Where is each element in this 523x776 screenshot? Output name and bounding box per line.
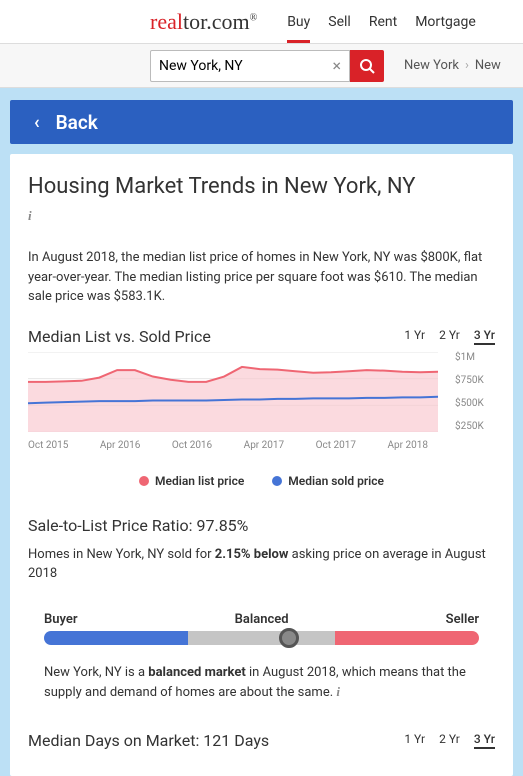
logo[interactable]: realtor.com® [150, 9, 257, 35]
top-bar: realtor.com® Buy Sell Rent Mortgage [0, 0, 523, 44]
logo-pre: real [150, 9, 183, 34]
market-text: New York, NY is a balanced market in Aug… [44, 663, 479, 703]
chart-header: Median List vs. Sold Price 1 Yr 2 Yr 3 Y… [28, 327, 495, 346]
gauge-buyer-seg [44, 631, 188, 645]
ratio-title: Sale-to-List Price Ratio: 97.85% [28, 516, 495, 535]
days-range-3yr[interactable]: 3 Yr [474, 732, 495, 749]
search-button[interactable] [350, 50, 384, 82]
x-apr18: Apr 2018 [388, 440, 429, 451]
days-range-tabs: 1 Yr 2 Yr 3 Yr [404, 732, 495, 749]
gauge-buyer-label: Buyer [44, 612, 78, 627]
info-icon[interactable]: i [336, 682, 340, 702]
chevron-right-icon: › [465, 58, 469, 73]
legend-list-label: Median list price [155, 474, 244, 488]
gauge-seller-label: Seller [446, 612, 479, 627]
market-pre: New York, NY is a [44, 665, 148, 680]
chart-y-axis: $1M $750K $500K $250K [455, 352, 495, 432]
gauge [44, 631, 479, 645]
market-bold: balanced market [148, 665, 246, 680]
x-oct15: Oct 2015 [28, 440, 68, 451]
range-1yr[interactable]: 1 Yr [404, 328, 425, 345]
range-2yr[interactable]: 2 Yr [439, 328, 460, 345]
gauge-balanced-label: Balanced [235, 612, 289, 627]
chevron-left-icon: ‹ [34, 112, 40, 133]
days-range-1yr[interactable]: 1 Yr [404, 732, 425, 749]
legend-sold: Median sold price [272, 474, 384, 488]
y-750k: $750K [455, 375, 495, 386]
search-input[interactable]: New York, NY × [150, 50, 350, 82]
chart-range-tabs: 1 Yr 2 Yr 3 Yr [404, 328, 495, 345]
crumb-b[interactable]: New [475, 58, 501, 73]
dot-sold-icon [272, 476, 282, 486]
days-title: Median Days on Market: 121 Days [28, 731, 269, 750]
chart-svg [28, 352, 438, 432]
x-oct17: Oct 2017 [316, 440, 356, 451]
chart-title: Median List vs. Sold Price [28, 327, 211, 346]
logo-sup: ® [250, 12, 258, 23]
gauge-seller-seg [335, 631, 479, 645]
y-1m: $1M [455, 352, 495, 363]
main-card: Housing Market Trends in New York, NY i … [10, 154, 513, 776]
gauge-labels: Buyer Balanced Seller [44, 612, 479, 627]
top-nav: Buy Sell Rent Mortgage [287, 14, 476, 30]
y-250k: $250K [455, 421, 495, 432]
back-label: Back [56, 111, 98, 134]
search-icon [359, 58, 375, 74]
clear-icon[interactable]: × [332, 56, 341, 75]
back-bar[interactable]: ‹ Back [10, 100, 513, 144]
page-title: Housing Market Trends in New York, NY [28, 174, 495, 199]
x-apr16: Apr 2016 [100, 440, 141, 451]
chart-legend: Median list price Median sold price [28, 474, 495, 488]
legend-list: Median list price [139, 474, 244, 488]
search-value: New York, NY [159, 58, 243, 74]
nav-mortgage[interactable]: Mortgage [415, 14, 476, 30]
ratio-pre: Homes in New York, NY sold for [28, 547, 215, 562]
y-500k: $500K [455, 398, 495, 409]
x-oct16: Oct 2016 [172, 440, 212, 451]
logo-mid: tor.com [183, 9, 250, 34]
x-apr17: Apr 2017 [244, 440, 285, 451]
summary-text: In August 2018, the median list price of… [28, 248, 495, 307]
dot-list-icon [139, 476, 149, 486]
chart-x-axis: Oct 2015 Apr 2016 Oct 2016 Apr 2017 Oct … [28, 436, 438, 451]
nav-buy[interactable]: Buy [287, 14, 310, 43]
breadcrumb: New York › New [404, 58, 501, 73]
ratio-bold: 2.15% below [215, 547, 289, 562]
chart: $1M $750K $500K $250K Oct 2015 Apr 2016 … [28, 352, 495, 462]
gauge-balanced-seg [188, 631, 336, 645]
days-header: Median Days on Market: 121 Days 1 Yr 2 Y… [28, 731, 495, 750]
crumb-a[interactable]: New York [404, 58, 459, 73]
ratio-text: Homes in New York, NY sold for 2.15% bel… [28, 545, 495, 584]
gauge-knob[interactable] [279, 628, 299, 648]
nav-sell[interactable]: Sell [328, 14, 351, 30]
range-3yr[interactable]: 3 Yr [474, 328, 495, 345]
nav-rent[interactable]: Rent [369, 14, 397, 30]
search-row: New York, NY × New York › New [0, 44, 523, 88]
info-icon[interactable]: i [28, 208, 32, 224]
days-range-2yr[interactable]: 2 Yr [439, 732, 460, 749]
legend-sold-label: Median sold price [288, 474, 384, 488]
